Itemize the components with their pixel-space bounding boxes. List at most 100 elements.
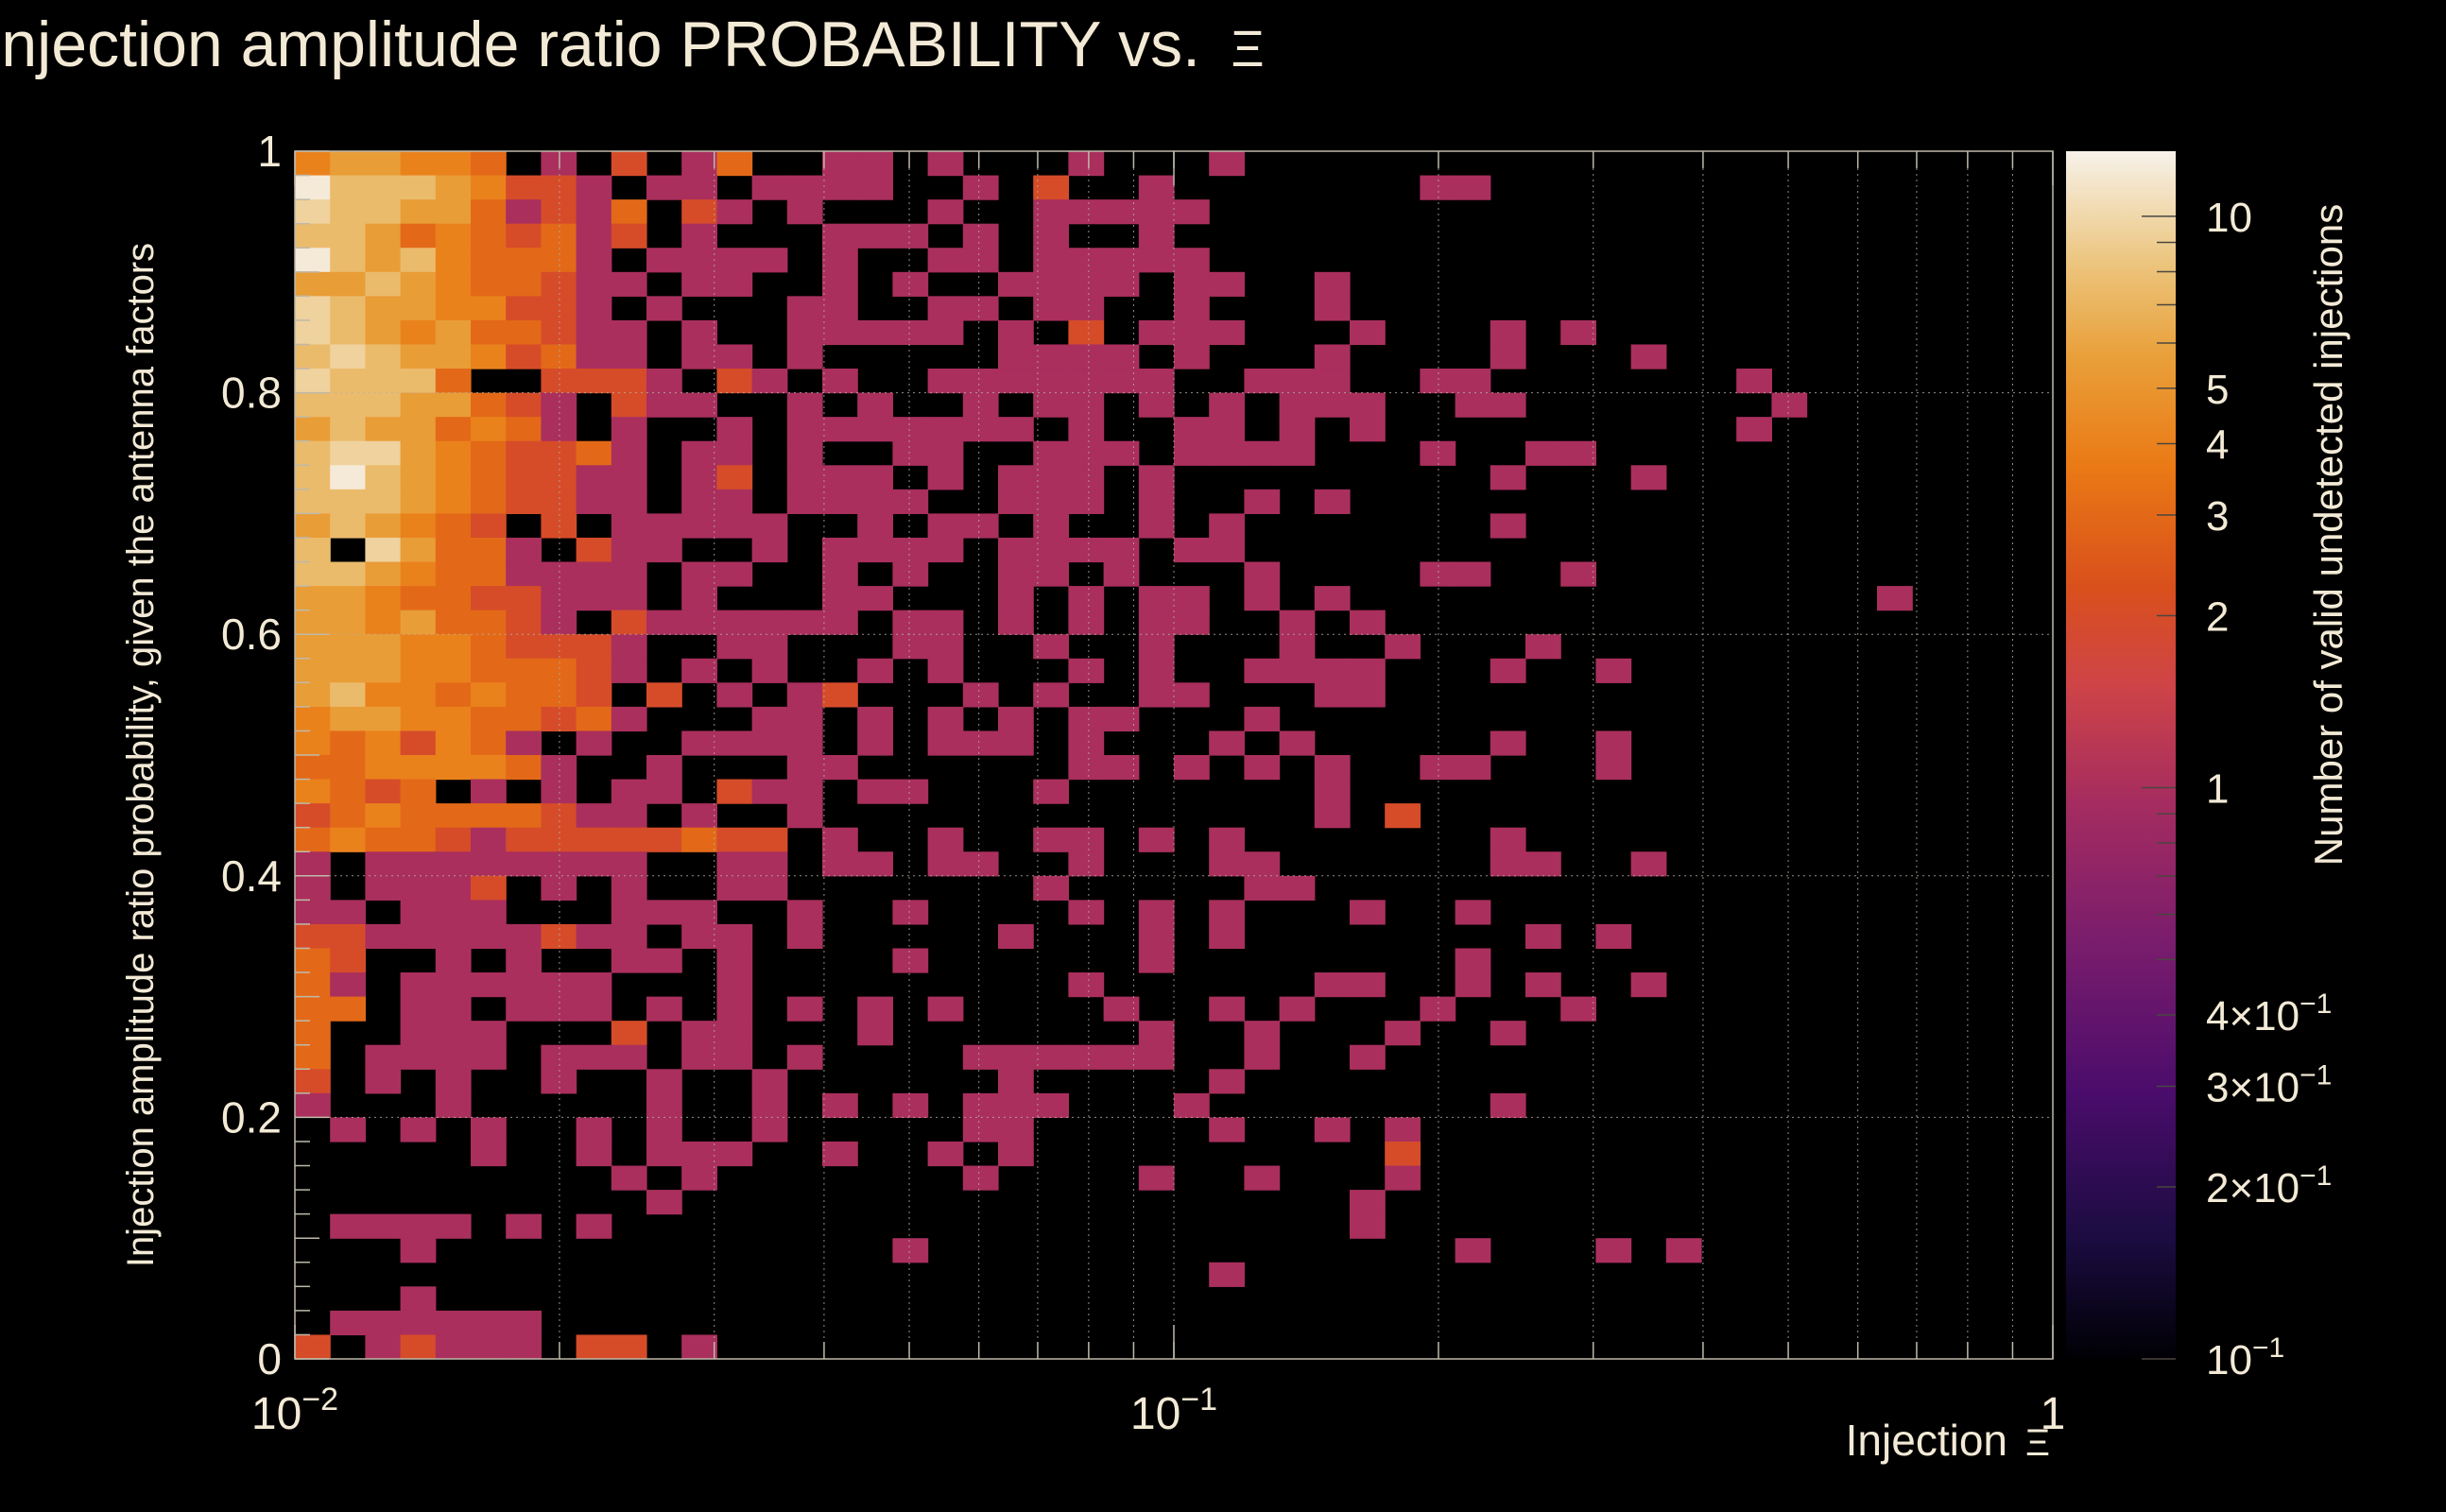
heatmap-cell: [506, 344, 542, 369]
heatmap-cell: [1595, 658, 1632, 683]
heatmap-cell: [962, 417, 999, 442]
heatmap-cell: [681, 1334, 717, 1359]
heatmap-cell: [1209, 900, 1245, 925]
heatmap-cell: [435, 369, 472, 394]
heatmap-cell: [400, 344, 437, 369]
heatmap-cell: [927, 658, 964, 683]
heatmap-cell: [1525, 634, 1561, 660]
heatmap-cell: [1350, 417, 1386, 442]
heatmap-cell: [365, 1213, 402, 1239]
heatmap-cell: [822, 319, 858, 346]
heatmap-cell: [400, 440, 437, 466]
heatmap-cell: [716, 996, 753, 1022]
heatmap-cell: [541, 319, 577, 346]
heatmap-cell: [857, 706, 893, 732]
heatmap-cell: [541, 803, 577, 829]
heatmap-cell: [471, 1117, 507, 1143]
heatmap-cell: [541, 923, 577, 950]
heatmap-cell: [927, 465, 964, 490]
heatmap-cell: [365, 489, 402, 514]
heatmap-cell: [1138, 319, 1175, 346]
heatmap-cell: [576, 1117, 612, 1143]
heatmap-cell: [927, 319, 964, 346]
heatmap-cell: [576, 1044, 612, 1070]
grid-lines: [295, 151, 2053, 1359]
heatmap-cell: [1385, 1117, 1421, 1143]
heatmap-cell: [681, 730, 717, 756]
heatmap-cell: [1560, 440, 1596, 466]
heatmap-cell: [1455, 948, 1491, 973]
heatmap-cell: [365, 199, 402, 225]
heatmap-cell: [1068, 248, 1105, 273]
heatmap-cell: [506, 392, 542, 418]
heatmap-cell: [1138, 392, 1175, 418]
heatmap-cell: [1525, 923, 1561, 950]
heatmap-cell: [435, 1334, 472, 1359]
heatmap-cell: [681, 248, 717, 273]
heatmap-cell: [400, 827, 437, 852]
heatmap-cell: [1138, 634, 1175, 660]
heatmap-cell: [506, 658, 542, 683]
heatmap-cell: [611, 417, 647, 442]
heatmap-cell: [892, 271, 929, 297]
heatmap-cell: [786, 1044, 823, 1070]
heatmap-cell: [365, 440, 402, 466]
heatmap-cell: [471, 296, 507, 321]
heatmap-cell: [1138, 223, 1175, 249]
heatmap-cell: [998, 610, 1034, 635]
heatmap-cell: [786, 996, 823, 1022]
heatmap-cell: [927, 417, 964, 442]
heatmap-cell: [611, 900, 647, 925]
heatmap-cell: [1209, 1262, 1245, 1287]
heatmap-cell: [998, 706, 1034, 732]
heatmap-cell: [1068, 827, 1105, 852]
y-tick-label: 0.6: [221, 610, 282, 659]
heatmap-cell: [330, 682, 366, 708]
heatmap-cell: [295, 561, 331, 587]
heatmap-cell: [681, 175, 717, 200]
heatmap-cell: [435, 440, 472, 466]
heatmap-cell: [1314, 658, 1351, 683]
heatmap-cell: [857, 465, 893, 490]
heatmap-cell: [716, 489, 753, 514]
heatmap-cell: [857, 489, 893, 514]
heatmap-cell: [611, 610, 647, 635]
heatmap-cell: [1209, 851, 1245, 877]
heatmap-cell: [681, 489, 717, 514]
heatmap-cell: [646, 682, 682, 708]
heatmap-cell: [1385, 1021, 1421, 1046]
heatmap-cell: [822, 561, 858, 587]
heatmap-cell: [1068, 755, 1105, 781]
heatmap-cell: [1279, 634, 1316, 660]
heatmap-cell: [1068, 658, 1105, 683]
heatmap-cell: [1033, 369, 1069, 394]
colorbar: [2066, 151, 2176, 1359]
heatmap-cell: [1595, 1238, 1632, 1263]
heatmap-cell: [541, 1069, 577, 1094]
heatmap-cell: [576, 1213, 612, 1239]
heatmap-cell: [716, 1044, 753, 1070]
heatmap-cell: [400, 223, 437, 249]
heatmap-cell: [681, 1165, 717, 1191]
heatmap-cell: [435, 199, 472, 225]
heatmap-cell: [435, 972, 472, 998]
heatmap-cell: [541, 417, 577, 442]
heatmap-cell: [1138, 465, 1175, 490]
heatmap-cell: [435, 271, 472, 297]
heatmap-cell: [400, 537, 437, 563]
heatmap-cell: [295, 489, 331, 514]
heatmap-cell: [506, 223, 542, 249]
heatmap-cell: [471, 344, 507, 369]
heatmap-cell: [435, 948, 472, 973]
heatmap-cell: [1420, 369, 1456, 394]
heatmap-cell: [1068, 706, 1105, 732]
heatmap-cell: [1490, 513, 1526, 539]
heatmap-cell: [681, 319, 717, 346]
heatmap-cell: [295, 900, 331, 925]
colorbar-tick-label: 3: [2206, 493, 2229, 540]
heatmap-cell: [716, 634, 753, 660]
heatmap-cell: [1314, 271, 1351, 297]
heatmap-cell: [1033, 1092, 1069, 1118]
heatmap-cell: [1490, 392, 1526, 418]
heatmap-cell: [927, 1141, 964, 1167]
